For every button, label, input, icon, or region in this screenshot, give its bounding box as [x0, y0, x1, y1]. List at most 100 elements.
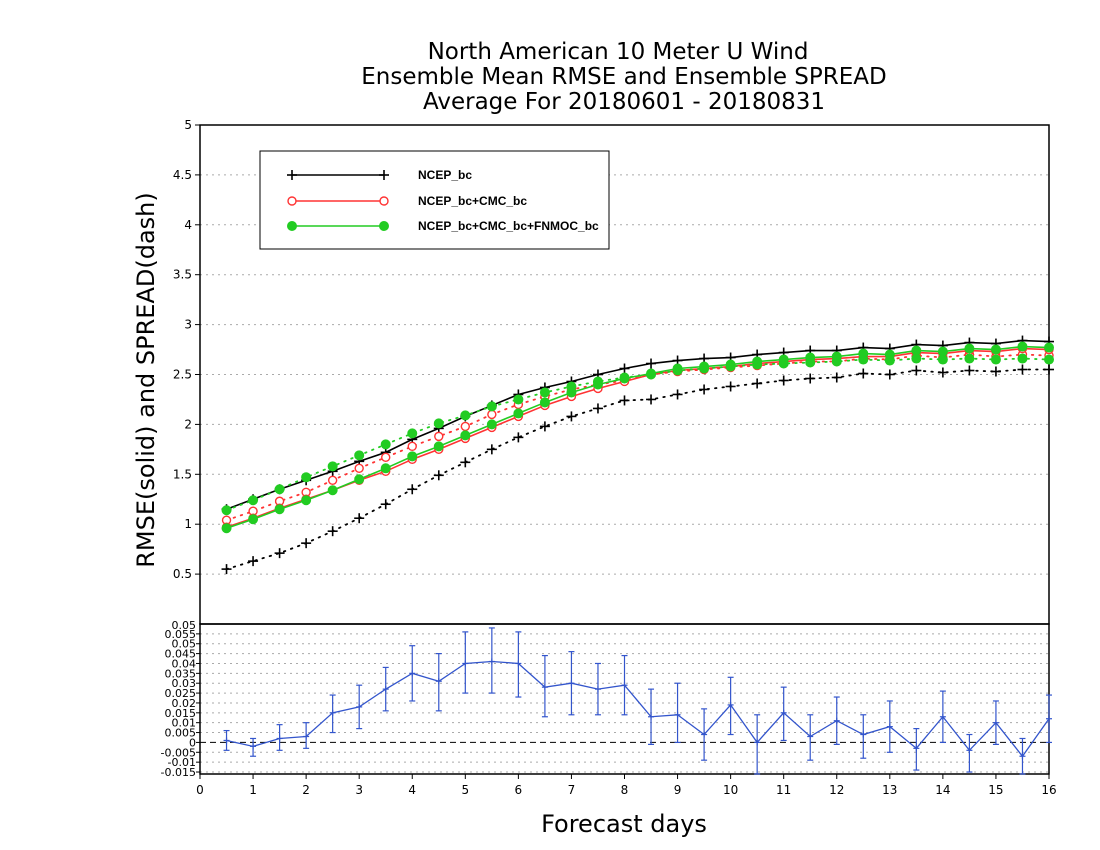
rmse-point-ncep-bc-cmc-bc-fnmoc-bc [911, 345, 922, 356]
rmse-point-ncep-bc-cmc-bc-fnmoc-bc [407, 451, 418, 462]
y-tick-label-top: 3 [184, 318, 192, 332]
rmse-point-ncep-bc-cmc-bc-fnmoc-bc [274, 504, 285, 515]
y-tick-label-top: 1.5 [173, 467, 192, 481]
y-tick-label-top: 3.5 [173, 268, 192, 282]
y-tick-label-bottom: 0.045 [165, 648, 197, 661]
rmse-point-ncep-bc-cmc-bc-fnmoc-bc [805, 352, 816, 363]
legend-marker-right-ncep-bc-cmc-bc [379, 196, 389, 206]
spread-point-ncep-bc-cmc-bc-fnmoc-bc [301, 472, 312, 483]
x-axis-label: Forecast days [541, 810, 707, 838]
spread-point-ncep-bc-cmc-bc-fnmoc-bc [327, 461, 338, 472]
bottom-panel-y-axis: -0.015-0.01-0.00500.0050.010.0150.020.02… [161, 619, 200, 779]
rmse-point-ncep-bc-cmc-bc-fnmoc-bc [380, 463, 391, 474]
spread-point-ncep-bc-cmc-bc-fnmoc-bc [433, 418, 444, 429]
y-tick-label-top: 0.5 [173, 567, 192, 581]
y-tick-label-bottom: 0 [189, 736, 196, 749]
spread-point-ncep-bc-cmc-bc-fnmoc-bc [460, 410, 471, 421]
rmse-point-ncep-bc-cmc-bc-fnmoc-bc [858, 348, 869, 359]
spread-point-ncep-bc-cmc-bc-fnmoc-bc [221, 505, 232, 516]
rmse-point-ncep-bc-cmc-bc-fnmoc-bc [672, 363, 683, 374]
y-tick-label-top: 2.5 [173, 368, 192, 382]
rmse-point-ncep-bc-cmc-bc-fnmoc-bc [460, 430, 471, 441]
y-tick-label-bottom: 0.055 [165, 628, 197, 641]
x-axis: 0 1 2 3 4 5 6 7 8 9 10 11 12 13 14 15 16 [196, 774, 1057, 797]
legend-label-ncep-bc-cmc-bc-fnmoc-bc: NCEP_bc+CMC_bc+FNMOC_bc [418, 219, 599, 233]
legend-marker-right-ncep-bc-cmc-bc-fnmoc-bc [379, 221, 389, 231]
rmse-point-ncep-bc-cmc-bc-fnmoc-bc [990, 344, 1001, 355]
y-tick-label-bottom: 0.005 [165, 727, 197, 740]
rmse-point-ncep-bc-cmc-bc-fnmoc-bc [778, 354, 789, 365]
legend: NCEP_bc NCEP_bc+CMC_bc NCEP_bc+CMC_bc+FNMO… [259, 150, 610, 250]
x-tick-label: 9 [674, 783, 682, 797]
spread-point-ncep-bc-cmc-bc-fnmoc-bc [486, 401, 497, 412]
rmse-point-ncep-bc-cmc-bc-fnmoc-bc [327, 485, 338, 496]
y-tick-label-bottom: 0.05 [172, 638, 197, 651]
rmse-point-ncep-bc-cmc-bc-fnmoc-bc [513, 408, 524, 419]
rmse-point-ncep-bc-cmc-bc-fnmoc-bc [619, 373, 630, 384]
spread-point-ncep-bc-cmc-bc-fnmoc-bc [1044, 354, 1054, 365]
rmse-point-ncep-bc-cmc-bc-fnmoc-bc [831, 351, 842, 362]
x-tick-label: 16 [1041, 783, 1056, 797]
rmse-point-ncep-bc-cmc-bc-fnmoc-bc [592, 379, 603, 390]
difference-series [223, 627, 1052, 775]
top-panel-y-axis: 0.5 1 1.5 2 2.5 3 3.5 4 4.5 5 [173, 118, 200, 581]
spread-point-ncep-bc-cmc-bc [434, 431, 444, 442]
rmse-point-ncep-bc-cmc-bc-fnmoc-bc [1044, 342, 1054, 353]
rmse-point-ncep-bc-cmc-bc-fnmoc-bc [433, 441, 444, 452]
rmse-point-ncep-bc-cmc-bc-fnmoc-bc [725, 359, 736, 370]
x-tick-label: 1 [249, 783, 257, 797]
rmse-point-ncep-bc-cmc-bc-fnmoc-bc [486, 419, 497, 430]
spread-point-ncep-bc-cmc-bc-fnmoc-bc [539, 387, 550, 398]
y-tick-label-bottom-top: 0.05 [172, 619, 197, 632]
y-tick-label-bottom: 0.04 [172, 657, 197, 670]
y-tick-label-bottom: 0.02 [172, 697, 197, 710]
rmse-point-ncep-bc-cmc-bc-fnmoc-bc [221, 523, 232, 534]
chart-title: North American 10 Meter U Wind Ensemble … [361, 39, 886, 115]
x-tick-label: 5 [461, 783, 469, 797]
spread-point-ncep-bc-cmc-bc-fnmoc-bc [513, 394, 524, 405]
x-tick-label: 10 [723, 783, 738, 797]
spread-point-ncep-bc-cmc-bc-fnmoc-bc [990, 354, 1001, 365]
x-tick-label: 11 [776, 783, 791, 797]
x-tick-label: 8 [621, 783, 629, 797]
rmse-point-ncep-bc-cmc-bc-fnmoc-bc [1017, 341, 1028, 352]
spread-point-ncep-bc-cmc-bc [354, 463, 364, 474]
rmse-point-ncep-bc-cmc-bc-fnmoc-bc [752, 356, 763, 367]
y-tick-label-bottom: 0.025 [165, 687, 197, 700]
spread-point-ncep-bc-cmc-bc [381, 452, 391, 463]
x-tick-label: 14 [935, 783, 950, 797]
x-tick-label: 3 [355, 783, 363, 797]
y-tick-label-top: 5 [184, 118, 192, 132]
y-tick-label-bottom: -0.01 [168, 756, 196, 769]
y-tick-label-bottom: 0.015 [165, 707, 197, 720]
spread-point-ncep-bc-cmc-bc-fnmoc-bc [380, 439, 391, 450]
rmse-point-ncep-bc-cmc-bc-fnmoc-bc [354, 474, 365, 485]
spread-point-ncep-bc-cmc-bc [407, 441, 417, 452]
spread-point-ncep-bc-cmc-bc [327, 475, 338, 485]
rmse-spread-series [221, 335, 1054, 575]
bottom-panel-grid [200, 633, 1049, 773]
legend-label-ncep-bc-cmc-bc: NCEP_bc+CMC_bc [418, 194, 527, 208]
rmse-point-ncep-bc-cmc-bc-fnmoc-bc [964, 343, 975, 354]
difference-line [226, 660, 1050, 758]
rmse-point-ncep-bc-cmc-bc-fnmoc-bc [699, 361, 710, 372]
y-tick-label-bottom: 0.035 [165, 667, 197, 680]
x-tick-label: 12 [829, 783, 844, 797]
x-tick-label: 2 [302, 783, 310, 797]
y-tick-label-top: 4.5 [173, 168, 192, 182]
x-tick-label: 0 [196, 783, 204, 797]
spread-line-ncep-bc [225, 368, 1050, 571]
legend-marker-left-ncep-bc-cmc-bc [287, 196, 297, 206]
spread-point-ncep-bc-cmc-bc-fnmoc-bc [964, 353, 975, 364]
spread-point-ncep-bc-cmc-bc [487, 409, 497, 420]
rmse-point-ncep-bc-cmc-bc-fnmoc-bc [539, 397, 550, 408]
rmse-line-ncep-bc-cmc-bc-fnmoc-bc [226, 345, 1050, 529]
spread-point-ncep-bc-cmc-bc-fnmoc-bc [274, 484, 285, 495]
spread-point-ncep-bc-cmc-bc [460, 421, 471, 432]
rmse-point-ncep-bc-cmc-bc-fnmoc-bc [566, 387, 577, 398]
rmse-point-ncep-bc-cmc-bc-fnmoc-bc [646, 368, 657, 379]
x-tick-label: 6 [515, 783, 523, 797]
title-line-3: Average For 20180601 - 20180831 [423, 89, 825, 115]
y-tick-label-bottom: 0.01 [172, 717, 197, 730]
